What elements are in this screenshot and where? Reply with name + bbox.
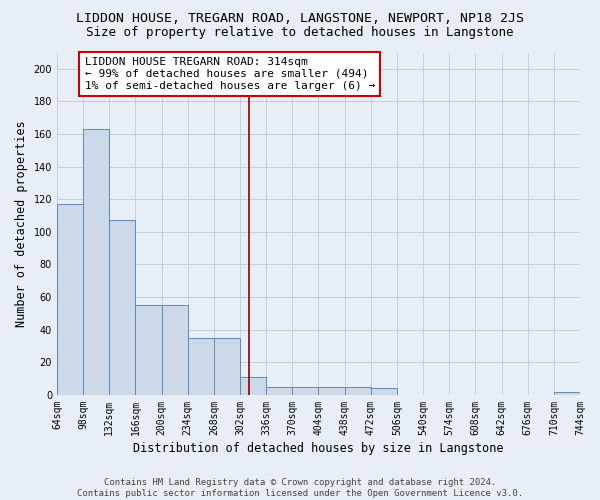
Bar	[319, 387, 344, 395]
Bar	[240, 377, 266, 395]
Bar	[161, 306, 188, 395]
Text: Contains HM Land Registry data © Crown copyright and database right 2024.
Contai: Contains HM Land Registry data © Crown c…	[77, 478, 523, 498]
Bar	[214, 338, 240, 395]
Text: Size of property relative to detached houses in Langstone: Size of property relative to detached ho…	[86, 26, 514, 39]
Bar	[83, 129, 109, 395]
Bar	[188, 338, 214, 395]
Bar	[554, 392, 580, 395]
Bar	[57, 204, 83, 395]
Bar	[266, 387, 292, 395]
Bar	[344, 387, 371, 395]
Text: LIDDON HOUSE TREGARN ROAD: 314sqm
← 99% of detached houses are smaller (494)
1% : LIDDON HOUSE TREGARN ROAD: 314sqm ← 99% …	[85, 58, 375, 90]
Y-axis label: Number of detached properties: Number of detached properties	[15, 120, 28, 327]
Bar	[292, 387, 319, 395]
Bar	[136, 306, 161, 395]
Text: LIDDON HOUSE, TREGARN ROAD, LANGSTONE, NEWPORT, NP18 2JS: LIDDON HOUSE, TREGARN ROAD, LANGSTONE, N…	[76, 12, 524, 26]
Bar	[371, 388, 397, 395]
Bar	[109, 220, 136, 395]
X-axis label: Distribution of detached houses by size in Langstone: Distribution of detached houses by size …	[133, 442, 504, 455]
